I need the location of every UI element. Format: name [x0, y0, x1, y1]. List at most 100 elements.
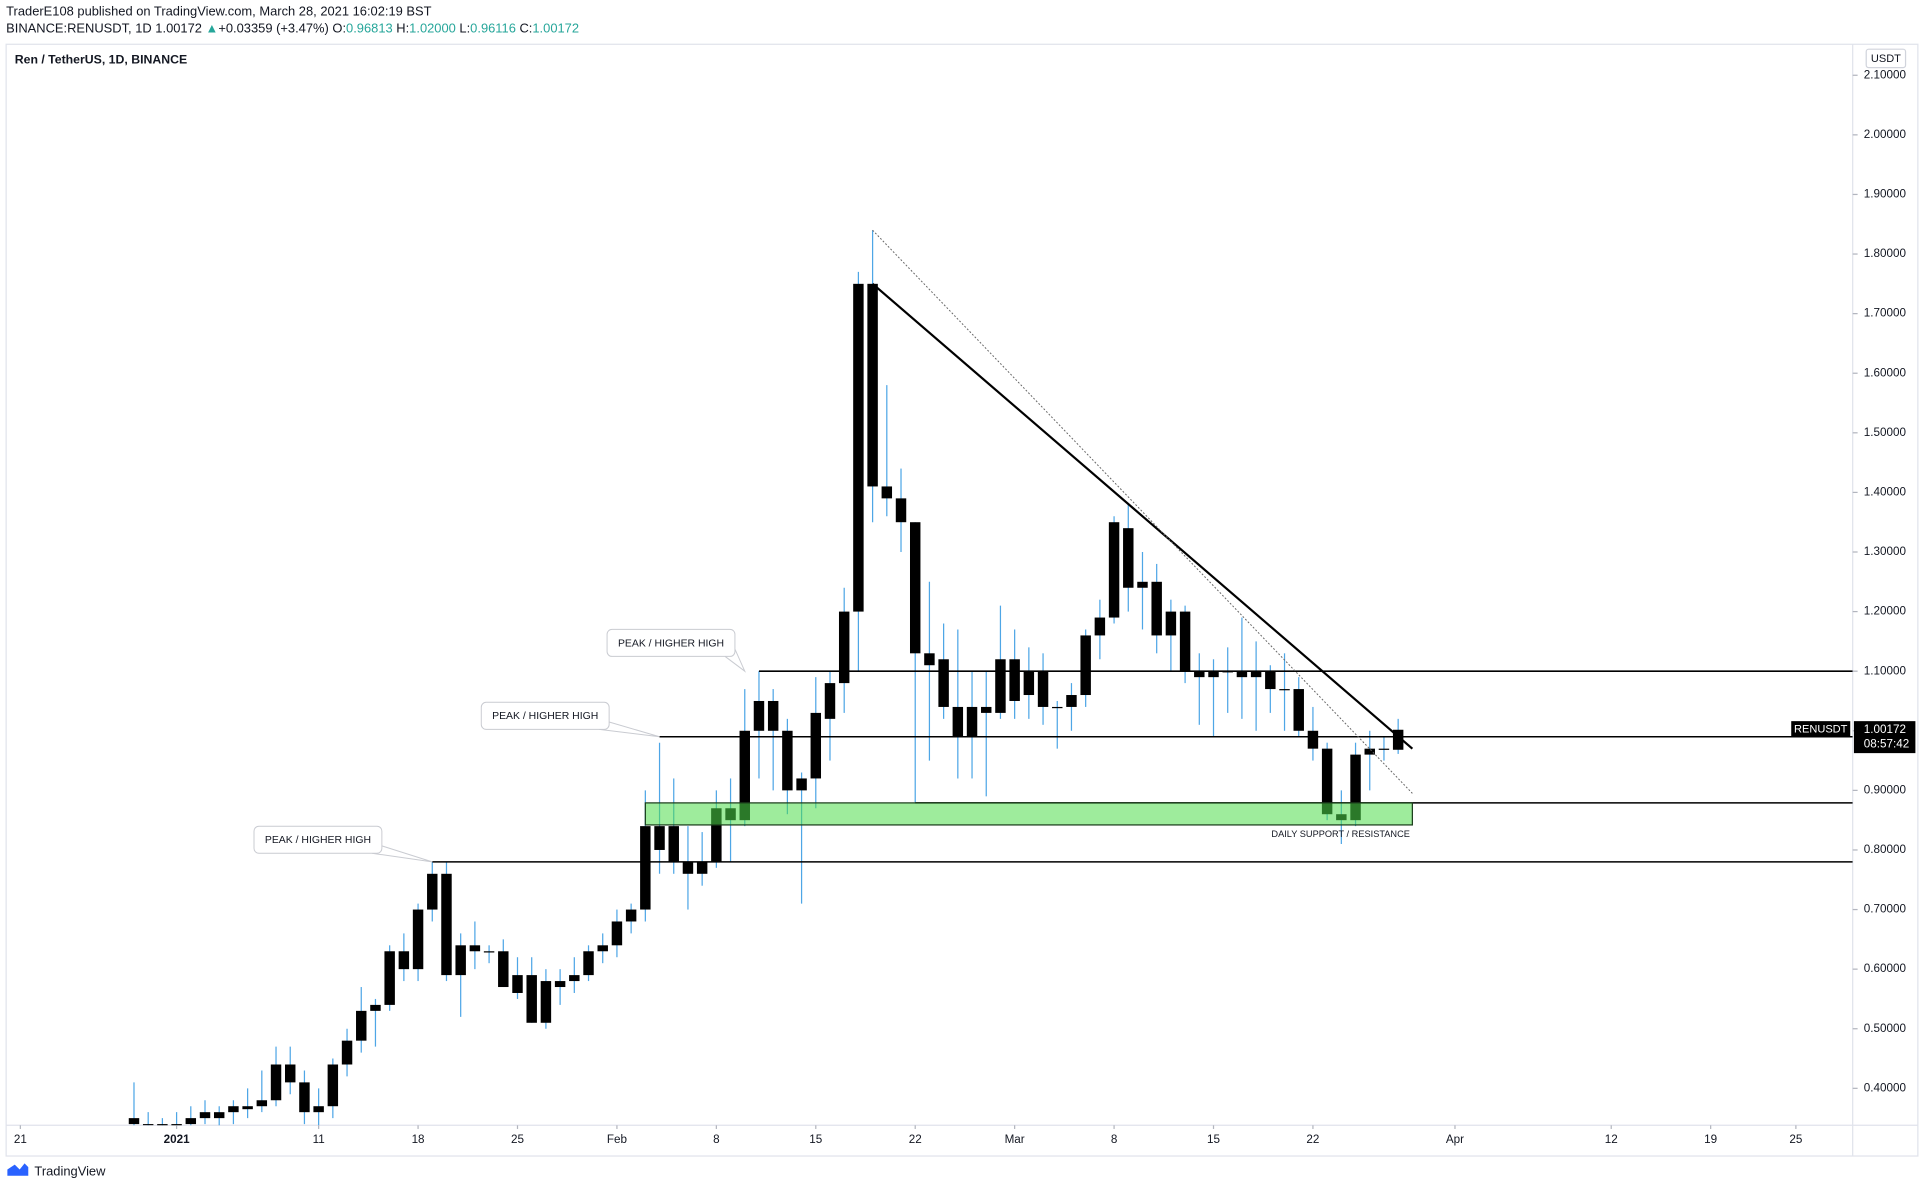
x-tick-label: Feb	[607, 1133, 627, 1146]
candle-body	[1066, 695, 1077, 707]
candle-body	[157, 1124, 168, 1126]
candle-body	[1009, 659, 1020, 701]
candle-body	[1265, 671, 1276, 690]
candle-body	[1052, 706, 1063, 709]
candle-body	[483, 951, 495, 953]
y-tick-label: 0.50000	[1864, 1022, 1907, 1035]
price-countdown: 08:57:42	[1864, 738, 1909, 751]
y-tick-label: 1.10000	[1864, 664, 1907, 677]
candle-body	[611, 921, 623, 946]
price-name: RENUSDT	[1794, 724, 1848, 736]
candle-body	[128, 1118, 140, 1125]
candle-body	[1165, 611, 1177, 636]
change-arrow: ▲	[206, 21, 219, 36]
y-tick-label: 0.40000	[1864, 1081, 1907, 1094]
x-tick-label: 8	[1111, 1133, 1117, 1146]
currency-box	[1865, 48, 1907, 69]
candle-body	[356, 1010, 367, 1041]
candle-body	[824, 683, 836, 719]
candle-body	[1321, 748, 1333, 815]
candle-body	[554, 981, 566, 988]
price-name-box	[1791, 721, 1851, 738]
candle-body	[682, 861, 694, 874]
candle-body	[1179, 611, 1191, 672]
y-tick-label: 1.70000	[1864, 307, 1907, 320]
candle-body	[142, 1124, 154, 1126]
candle-body	[1094, 617, 1106, 636]
candle-body	[270, 1064, 282, 1101]
candle-body	[455, 945, 466, 976]
x-tick-label: Apr	[1446, 1133, 1464, 1146]
published-line: TraderE108 published on TradingView.com,…	[6, 4, 431, 19]
l-label: L:	[459, 21, 470, 36]
candle-body	[838, 611, 850, 684]
candle-body	[341, 1040, 353, 1065]
candle-body	[285, 1064, 296, 1083]
zone-label: DAILY SUPPORT / RESISTANCE	[1271, 829, 1409, 839]
x-tick-label: Mar	[1005, 1133, 1025, 1146]
candle-body	[881, 486, 893, 499]
trendline	[871, 282, 1414, 750]
y-tick-label: 1.40000	[1864, 485, 1907, 498]
candle-body	[1023, 671, 1035, 696]
callout-pointer	[599, 721, 660, 738]
callout-pointer	[371, 845, 433, 863]
h-value: 1.02000	[409, 21, 456, 36]
y-tick-label: 0.80000	[1864, 843, 1907, 856]
candle-body	[753, 700, 765, 731]
trendline	[872, 229, 1413, 794]
candle-body	[1123, 528, 1134, 588]
candle-body	[909, 522, 921, 654]
c-value: 1.00172	[532, 21, 579, 36]
candle-body	[583, 951, 594, 976]
currency: USDT	[1871, 53, 1901, 65]
y-tick-label: 0.60000	[1864, 962, 1907, 975]
candle-body	[1208, 671, 1219, 678]
candle-body	[1037, 671, 1049, 707]
candle-body	[640, 826, 651, 910]
l-value: 0.96116	[470, 21, 516, 36]
y-tick-label: 1.30000	[1864, 545, 1907, 558]
candle-body	[398, 951, 410, 970]
candle-body	[242, 1106, 253, 1110]
y-tick-label: 1.80000	[1864, 247, 1907, 260]
candle-body	[597, 945, 608, 952]
candle-body	[1364, 748, 1375, 755]
candle-body	[981, 706, 992, 713]
candle-body	[370, 1004, 381, 1011]
candle-body	[256, 1100, 268, 1107]
y-tick-label: 1.20000	[1864, 605, 1907, 618]
o-value: 0.96813	[346, 21, 393, 36]
footer-logo: TradingView	[7, 1163, 106, 1178]
support-zone	[644, 802, 1413, 826]
candle-body	[1307, 730, 1319, 749]
callout-box	[480, 701, 610, 730]
candle-body	[1293, 689, 1304, 731]
o-label: O:	[332, 21, 346, 36]
callout-text: PEAK / HIGHER HIGH	[492, 711, 598, 722]
candle-body	[952, 706, 964, 737]
x-tick-label: 11	[313, 1133, 325, 1146]
y-tick-label: 1.90000	[1864, 188, 1907, 201]
symbol: BINANCE:RENUSDT, 1D	[6, 21, 152, 36]
candle-body	[1279, 689, 1290, 691]
candle-body	[171, 1124, 182, 1126]
change: +0.03359 (+3.47%)	[218, 21, 328, 36]
y-tick-label: 1.50000	[1864, 426, 1907, 439]
candle-body	[384, 951, 395, 1005]
x-tick-label: 25	[1789, 1133, 1802, 1146]
y-tick-label: 0.70000	[1864, 903, 1907, 916]
candle-body	[199, 1112, 211, 1119]
candle-body	[711, 808, 722, 862]
footer-brand: TradingView	[34, 1163, 106, 1178]
symbol-line: BINANCE:RENUSDT, 1D 1.00172 ▲+0.03359 (+…	[6, 21, 579, 36]
x-tick-label: 22	[1306, 1133, 1319, 1146]
y-tick-label: 2.10000	[1864, 68, 1907, 81]
x-tick-label: 18	[412, 1133, 425, 1146]
candle-body	[938, 659, 949, 707]
candle-body	[512, 975, 523, 993]
candle-body	[867, 283, 878, 487]
chart-frame	[5, 43, 1919, 1157]
candle-body	[1392, 729, 1404, 750]
candle-body	[895, 498, 907, 523]
